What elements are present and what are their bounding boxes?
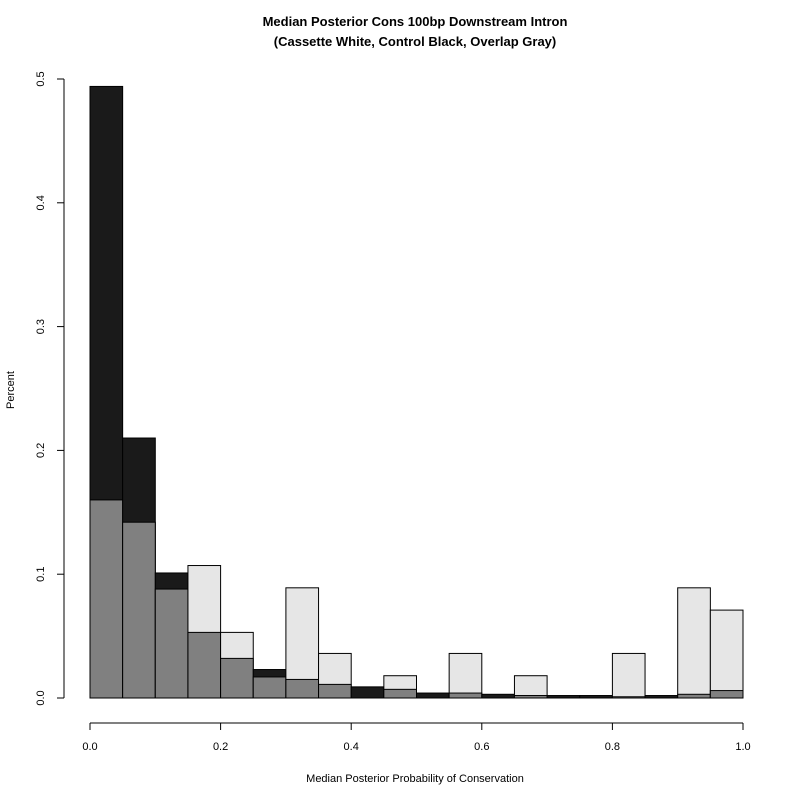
x-tick-label: 0.6 [474,741,489,753]
cassette-bar [513,675,548,699]
overlap-bar [154,588,189,699]
y-tick-label: 0.1 [35,567,47,582]
overlap-bar [318,683,352,699]
y-tick-label: 0.3 [35,319,47,334]
overlap-bar [187,631,222,699]
x-tick-label: 0.4 [344,741,359,753]
control-bar [481,693,515,699]
chart-title: Median Posterior Cons 100bp Downstream I… [263,14,568,29]
y-tick-label: 0.2 [35,443,47,458]
x-axis-label: Median Posterior Probability of Conserva… [306,773,524,785]
overlap-bar [677,693,711,699]
overlap-bar [220,657,254,699]
cassette-bar [611,652,646,699]
cassette-bar [709,609,744,699]
x-tick-label: 0.8 [605,741,620,753]
y-tick-label: 0.5 [35,71,47,86]
x-tick-label: 0.0 [82,741,97,753]
y-axis-label: Percent [5,371,17,409]
control-bar [579,695,613,699]
y-tick-label: 0.4 [35,195,47,210]
overlap-bar [448,692,483,699]
overlap-bar [709,690,744,699]
x-tick-label: 1.0 [735,741,750,753]
overlap-bar [513,695,548,699]
overlap-bar [383,688,418,699]
control-bar [350,686,385,699]
cassette-bar [448,652,483,699]
overlap-bar [89,499,124,699]
cassette-bar [677,587,711,699]
y-tick-label: 0.0 [35,690,47,705]
control-bar [416,692,450,699]
overlap-bar [285,678,320,699]
overlap-bar [252,676,287,699]
overlap-bar [611,696,646,699]
chart-subtitle: (Cassette White, Control Black, Overlap … [274,34,556,49]
overlap-bar [122,521,156,699]
x-tick-label: 0.2 [213,741,228,753]
control-bar [644,695,679,699]
control-bar [546,695,581,699]
